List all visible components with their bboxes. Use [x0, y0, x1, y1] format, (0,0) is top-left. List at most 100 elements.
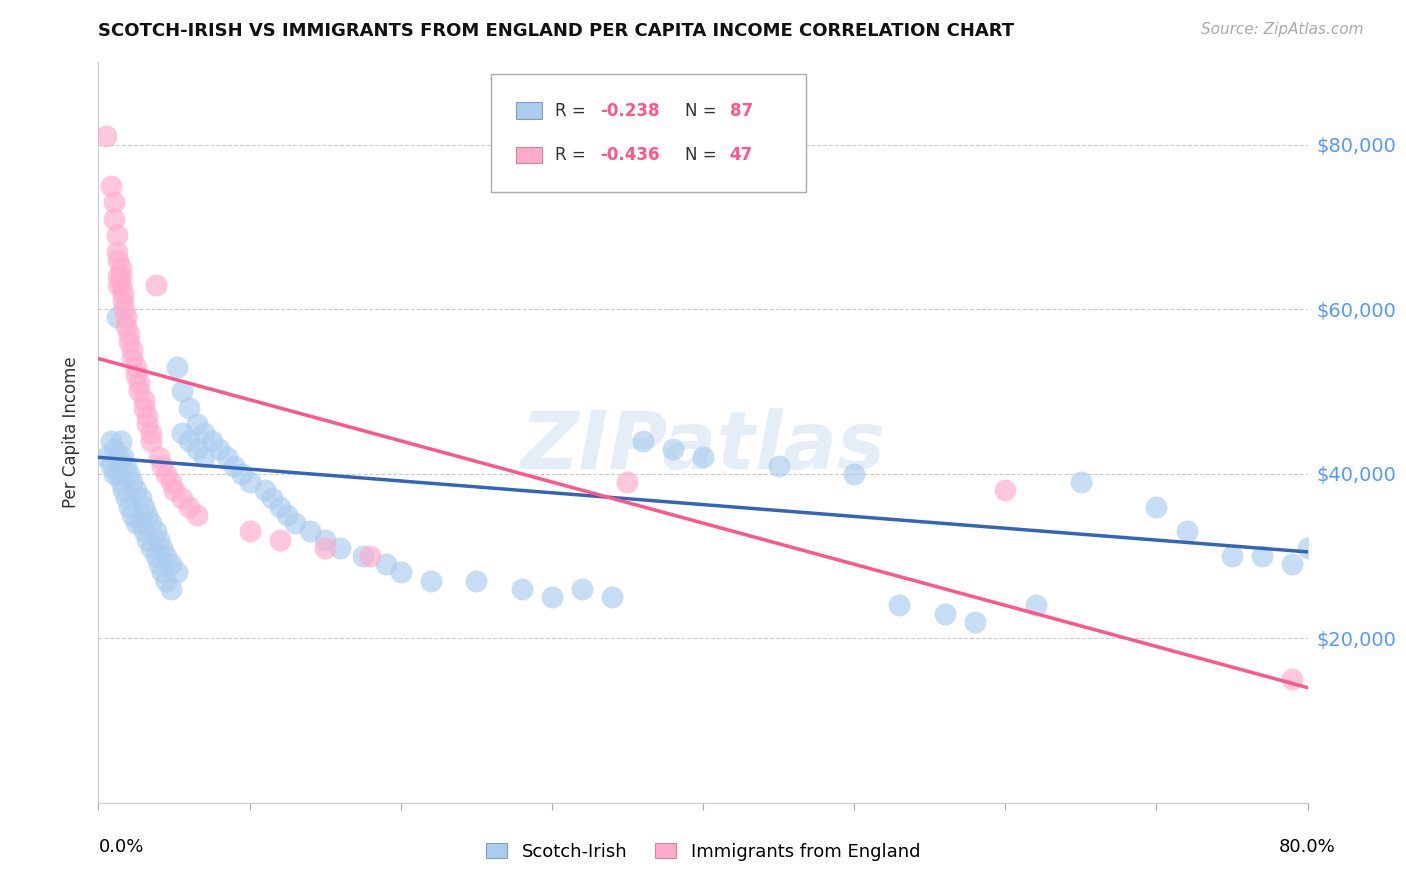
Text: 80.0%: 80.0%: [1279, 838, 1336, 856]
Point: [111, 450, 134, 465]
Text: Source: ZipAtlas.com: Source: ZipAtlas.com: [1201, 22, 1364, 37]
Point: [107, 450, 129, 465]
Point: [170, 384, 193, 399]
FancyBboxPatch shape: [492, 73, 806, 192]
Point: [631, 434, 654, 448]
Point: [844, 467, 866, 481]
Point: [768, 458, 790, 473]
Point: [170, 425, 193, 440]
Point: [121, 343, 143, 358]
Point: [602, 590, 624, 604]
Point: [239, 524, 262, 539]
Point: [166, 359, 188, 374]
Point: [965, 615, 987, 629]
Point: [389, 566, 412, 580]
Point: [103, 195, 125, 210]
Point: [145, 549, 167, 563]
Point: [132, 392, 155, 407]
Point: [94, 450, 117, 465]
Point: [125, 516, 148, 530]
Point: [111, 285, 134, 300]
Point: [1220, 549, 1243, 563]
Point: [105, 310, 128, 325]
Point: [155, 467, 177, 481]
Point: [224, 458, 246, 473]
Point: [934, 607, 956, 621]
Point: [128, 384, 150, 399]
Point: [253, 483, 276, 498]
Point: [118, 335, 141, 350]
Point: [112, 302, 135, 317]
Point: [193, 450, 215, 465]
Point: [100, 178, 122, 193]
Point: [215, 450, 238, 465]
Point: [1144, 500, 1167, 514]
Text: 87: 87: [730, 102, 752, 120]
Point: [160, 475, 183, 489]
Point: [129, 491, 152, 506]
Point: [510, 582, 533, 596]
Point: [360, 549, 382, 563]
Text: R =: R =: [555, 102, 592, 120]
Point: [148, 533, 170, 547]
Text: 47: 47: [730, 146, 752, 164]
Point: [148, 450, 170, 465]
Point: [1251, 549, 1274, 563]
Point: [150, 566, 173, 580]
Point: [103, 211, 125, 226]
Point: [141, 425, 163, 440]
Point: [145, 277, 167, 292]
Point: [103, 442, 125, 456]
Point: [121, 475, 143, 489]
Point: [110, 475, 132, 489]
Point: [100, 458, 122, 473]
Point: [201, 434, 224, 448]
Point: [179, 434, 201, 448]
Point: [132, 401, 155, 415]
Point: [1296, 541, 1319, 555]
Point: [540, 590, 562, 604]
Point: [148, 558, 170, 572]
Point: [114, 310, 136, 325]
Point: [163, 483, 186, 498]
Point: [208, 442, 231, 456]
Point: [118, 500, 141, 514]
Point: [118, 326, 141, 341]
Text: -0.436: -0.436: [600, 146, 659, 164]
Point: [150, 458, 173, 473]
Point: [107, 269, 129, 284]
Point: [179, 500, 201, 514]
Text: R =: R =: [555, 146, 592, 164]
Point: [107, 252, 129, 267]
Point: [105, 244, 128, 259]
Point: [107, 277, 129, 292]
Point: [352, 549, 374, 563]
Point: [179, 401, 201, 415]
Point: [110, 261, 132, 276]
Point: [314, 541, 336, 555]
Point: [465, 574, 488, 588]
Point: [160, 582, 183, 596]
Point: [276, 508, 298, 522]
Point: [1281, 673, 1303, 687]
Text: ZIPatlas: ZIPatlas: [520, 409, 886, 486]
Point: [111, 483, 134, 498]
Point: [114, 318, 136, 333]
Point: [661, 442, 683, 456]
Point: [118, 467, 141, 481]
Point: [135, 508, 157, 522]
Point: [374, 558, 396, 572]
Point: [186, 442, 208, 456]
Point: [125, 368, 148, 382]
Point: [170, 491, 193, 506]
Point: [141, 516, 163, 530]
Text: -0.238: -0.238: [600, 102, 659, 120]
Point: [616, 475, 638, 489]
Point: [110, 434, 132, 448]
Point: [132, 524, 155, 539]
Point: [129, 516, 152, 530]
Point: [889, 599, 911, 613]
Point: [231, 467, 253, 481]
Point: [110, 269, 132, 284]
Point: [1175, 524, 1198, 539]
